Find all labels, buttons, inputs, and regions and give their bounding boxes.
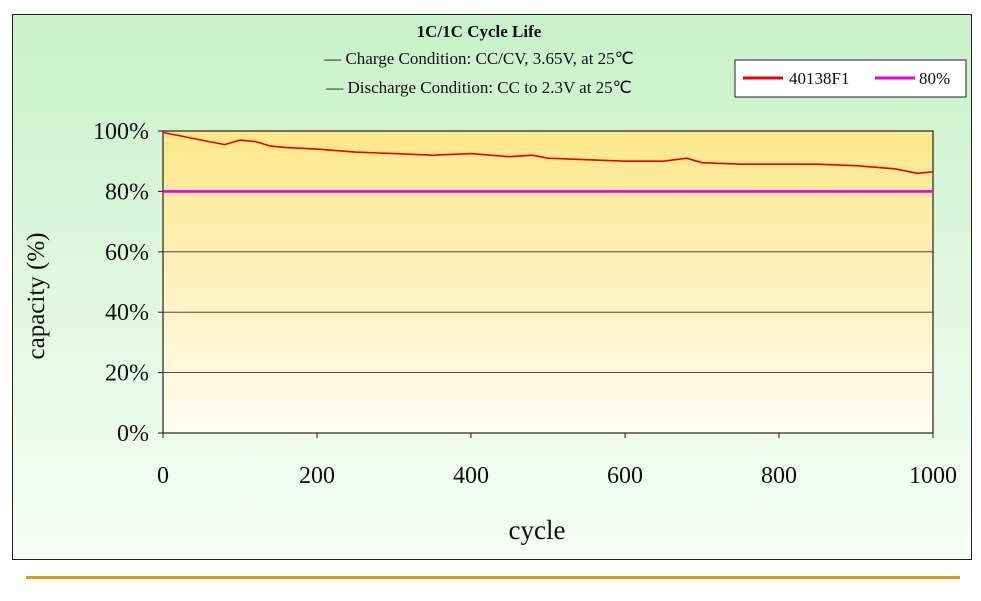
ytick-label-60: 60% (105, 240, 149, 266)
bottom-divider (26, 576, 960, 579)
xtick-label-600: 600 (607, 463, 643, 489)
chart-subtitle-discharge: — Discharge Condition: CC to 2.3V at 25℃ (325, 78, 632, 97)
ytick-label-40: 40% (105, 300, 149, 326)
ytick-label-0: 0% (117, 421, 149, 447)
series-line-40138f1 (162, 131, 934, 175)
xtick-label-400: 400 (453, 463, 489, 489)
x-tick-labels: 0 200 400 600 800 1000 (157, 463, 957, 489)
ytick-label-100: 100% (93, 119, 149, 145)
legend-label-40138f1: 40138F1 (789, 69, 849, 88)
plot-area (162, 130, 934, 434)
y-tick-labels: 0% 20% 40% 60% 80% 100% (93, 119, 149, 447)
y-axis-label: capacity (%) (23, 232, 50, 359)
series-lines (162, 131, 934, 193)
chart-svg: 1C/1C Cycle Life — Charge Condition: CC/… (23, 22, 967, 545)
ytick-label-80: 80% (105, 179, 149, 205)
xtick-label-200: 200 (299, 463, 335, 489)
x-axis-label: cycle (509, 515, 566, 545)
chart-title: 1C/1C Cycle Life (417, 22, 542, 41)
xtick-label-1000: 1000 (909, 463, 957, 489)
ytick-label-20: 20% (105, 361, 149, 387)
chart-subtitle-charge: — Charge Condition: CC/CV, 3.65V, at 25℃ (323, 49, 634, 68)
legend-label-80pct: 80% (919, 69, 950, 88)
legend: 40138F1 80% (734, 59, 967, 98)
xtick-label-800: 800 (761, 463, 797, 489)
chart-frame: 1C/1C Cycle Life — Charge Condition: CC/… (12, 14, 972, 560)
xtick-label-0: 0 (157, 463, 169, 489)
